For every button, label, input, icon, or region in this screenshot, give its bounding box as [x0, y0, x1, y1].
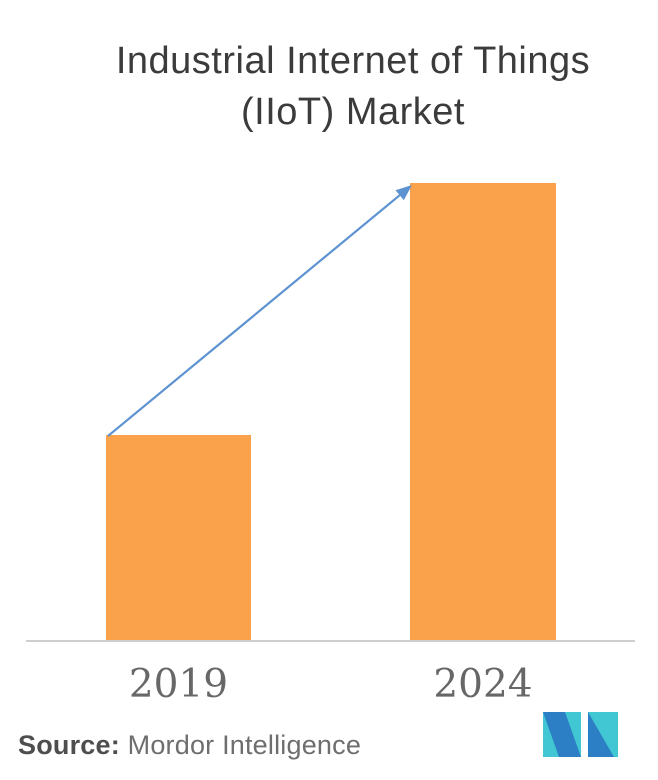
logo-left-blue-stripe: [543, 712, 581, 757]
mordor-intelligence-logo: [543, 712, 618, 757]
chart-title: Industrial Internet of Things (IIoT) Mar…: [48, 36, 658, 138]
growth-arrow-line: [107, 194, 401, 437]
bar-2019: [106, 435, 251, 640]
bar-2024: [410, 183, 556, 640]
x-axis-line: [26, 640, 635, 642]
source-value: Mordor Intelligence: [127, 730, 362, 760]
growth-arrow-head-icon: [395, 185, 412, 201]
source-label: Source:: [18, 730, 120, 760]
logo-right-blue-triangle: [588, 712, 614, 757]
source-line: Source: Mordor Intelligence: [18, 727, 361, 763]
x-axis-label-2019: 2019: [128, 662, 229, 707]
chart-title-line2: (IIoT) Market: [241, 91, 465, 133]
x-axis-label-2024: 2024: [433, 662, 533, 707]
chart-title-line1: Industrial Internet of Things: [115, 40, 591, 82]
